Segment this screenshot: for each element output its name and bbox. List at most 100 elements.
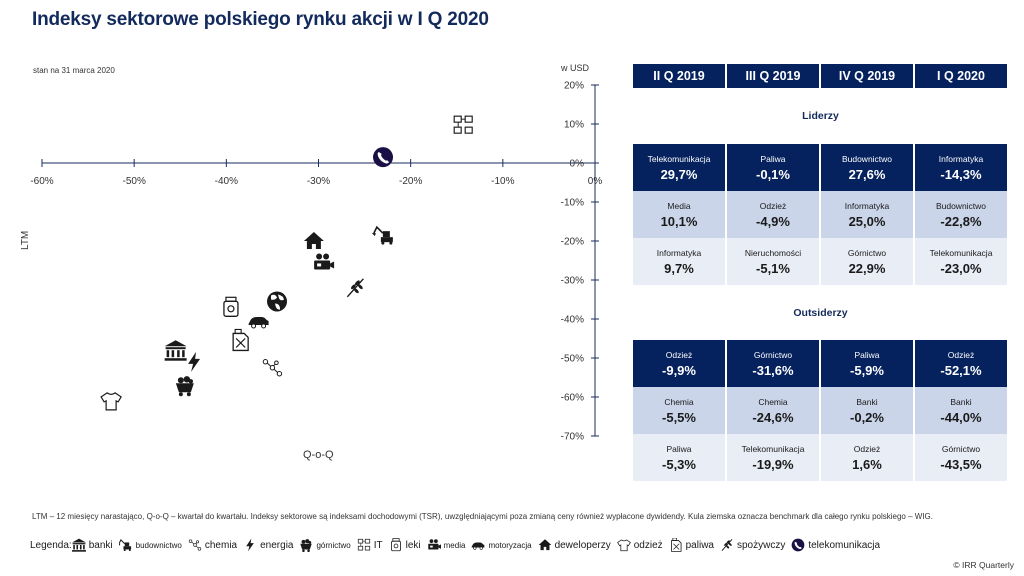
media-icon xyxy=(427,539,441,550)
y-tick-label: -60% xyxy=(561,393,584,404)
legend-item-house: deweloperzy xyxy=(538,538,611,552)
leader-cell: Telekomunikacja -23,0% xyxy=(915,238,1007,285)
outsider-cell: Górnictwo -31,6% xyxy=(727,340,819,387)
sector-return: 22,9% xyxy=(848,260,886,276)
outsider-cell: Odzież 1,6% xyxy=(821,434,913,481)
legend-item-label: spożywczy xyxy=(736,539,786,551)
sector-name: Górnictwo xyxy=(753,349,793,360)
sector-return: -4,9% xyxy=(756,213,790,229)
leader-cell: Budownictwo -22,8% xyxy=(915,191,1007,238)
outsider-cell: Odzież -9,9% xyxy=(633,340,725,387)
leader-cell: Górnictwo 22,9% xyxy=(821,238,913,285)
y-tick-label: -40% xyxy=(561,315,584,326)
sector-name: Nieruchomości xyxy=(744,247,802,258)
data-point-lightning-icon xyxy=(188,351,201,372)
data-point-molecule-icon xyxy=(262,359,283,377)
sector-name: Paliwa xyxy=(666,443,692,454)
sector-return: 27,6% xyxy=(848,166,886,182)
bank-icon xyxy=(71,538,86,552)
legend-item-label: paliwa xyxy=(685,539,714,551)
outsider-cell: Paliwa -5,9% xyxy=(821,340,913,387)
molecule-icon xyxy=(188,539,202,551)
legend-item-label: motoryzacja xyxy=(488,540,532,550)
leader-cell: Odzież -4,9% xyxy=(727,191,819,238)
sector-return: -43,5% xyxy=(940,456,982,472)
leader-cell: Media 10,1% xyxy=(633,191,725,238)
sector-return: -5,3% xyxy=(662,456,696,472)
data-point-it-icon xyxy=(453,115,473,134)
sector-return: -44,0% xyxy=(940,409,982,425)
sector-return: -52,1% xyxy=(940,362,982,378)
sector-return: -22,8% xyxy=(940,213,982,229)
legend-item-wheat: spożywczy xyxy=(720,538,785,552)
legend-item-label: deweloperzy xyxy=(554,539,611,551)
legend-item-label: banki xyxy=(88,539,113,551)
legend-item-label: energia xyxy=(260,539,294,551)
data-point-globe-icon xyxy=(267,291,288,312)
leader-cell: Informatyka -14,3% xyxy=(915,144,1007,191)
sector-name: Chemia xyxy=(664,396,694,407)
sector-return: 29,7% xyxy=(660,166,698,182)
legend-item-pill-bottle: leki xyxy=(389,538,421,552)
data-point-pill-bottle-icon xyxy=(223,296,239,317)
legend-item-fuel-can: paliwa xyxy=(669,538,714,552)
data-point-phone-icon xyxy=(373,147,394,168)
sector-name: Odzież xyxy=(853,443,881,454)
x-tick-label: -20% xyxy=(399,176,422,187)
fuel-can-icon xyxy=(670,538,682,552)
legend-item-bank: banki xyxy=(71,538,113,552)
outsider-cell: Chemia -24,6% xyxy=(727,387,819,434)
sector-name: Odzież xyxy=(759,200,787,211)
lightning-icon xyxy=(246,538,254,552)
outsider-cell: Odzież -52,1% xyxy=(915,340,1007,387)
leader-cell: Telekomunikacja 29,7% xyxy=(633,144,725,191)
sector-name: Banki xyxy=(950,396,972,407)
quarter-header: II Q 2019 xyxy=(633,64,725,88)
y-tick-label: 0% xyxy=(570,159,585,170)
data-point-bank-icon xyxy=(164,340,187,361)
x-tick-label: -30% xyxy=(307,176,330,187)
y-tick-label: 10% xyxy=(564,120,584,131)
quarter-header: I Q 2020 xyxy=(915,64,1007,88)
data-point-fuel-can-icon xyxy=(232,328,249,352)
data-point-mine-cart-icon xyxy=(175,376,194,397)
it-icon xyxy=(357,538,370,551)
sector-name: Budownictwo xyxy=(935,200,987,211)
excavator-icon xyxy=(118,539,131,552)
sector-name: Górnictwo xyxy=(941,443,981,454)
sector-name: Budownictwo xyxy=(841,153,893,164)
outsider-cell: Paliwa -5,3% xyxy=(633,434,725,481)
scatter-chart: -60% -50% -40% -30% -20% -10% 0% 20% 10% 0% -10% -2… xyxy=(30,81,602,443)
quarter-header: III Q 2019 xyxy=(727,64,819,88)
y-tick-label: -10% xyxy=(561,198,584,209)
quarter-header: IV Q 2019 xyxy=(821,64,913,88)
currency-unit: w USD xyxy=(561,63,590,73)
sector-return: 9,7% xyxy=(664,260,694,276)
outsider-cell: Górnictwo -43,5% xyxy=(915,434,1007,481)
legend-item-label: telekomunikacja xyxy=(808,539,881,551)
legend-item-excavator: budownictwo xyxy=(118,538,182,552)
legend-item-mine-cart: górnictwo xyxy=(299,538,351,552)
mine-cart-icon xyxy=(300,539,313,552)
y-tick-label: -70% xyxy=(561,432,584,443)
car-icon xyxy=(472,542,485,550)
legend-item-phone: telekomunikacja xyxy=(791,538,880,552)
sector-name: Paliwa xyxy=(760,153,786,164)
sector-name: Telekomunikacja xyxy=(929,247,993,258)
leader-cell: Informatyka 25,0% xyxy=(821,191,913,238)
sector-return: -9,9% xyxy=(662,362,696,378)
footnote: LTM – 12 miesięcy narastająco, Q-o-Q – k… xyxy=(32,512,933,521)
legend-item-label: leki xyxy=(405,539,421,551)
x-axis-label: Q-o-Q xyxy=(303,449,334,461)
data-point-excavator-icon xyxy=(371,225,393,245)
legend: Legenda: banki budownictwo chemia energia gór… xyxy=(30,538,886,552)
data-point-house-icon xyxy=(303,232,324,249)
leader-cell: Nieruchomości -5,1% xyxy=(727,238,819,285)
y-tick-label: -30% xyxy=(561,276,584,287)
legend-item-label: odzież xyxy=(633,539,663,551)
phone-icon xyxy=(791,538,805,552)
leader-cell: Paliwa -0,1% xyxy=(727,144,819,191)
y-tick-label: -20% xyxy=(561,237,584,248)
legend-item-label: budownictwo xyxy=(135,540,182,550)
data-point-shirt-icon xyxy=(100,392,122,411)
